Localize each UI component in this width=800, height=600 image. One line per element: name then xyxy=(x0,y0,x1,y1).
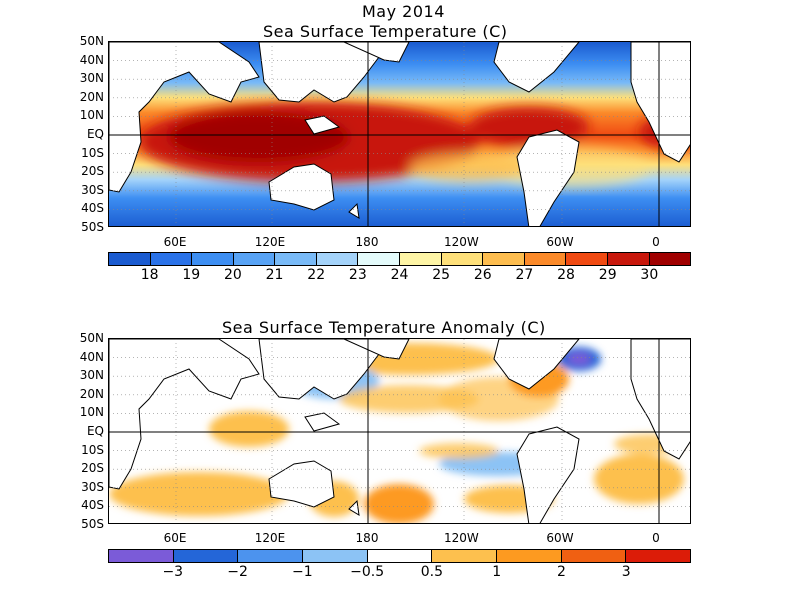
colorbar-label: 22 xyxy=(307,267,326,283)
colorbar-segment xyxy=(109,550,174,562)
colorbar-segment xyxy=(358,253,401,265)
lon-label: 120W xyxy=(444,235,479,249)
lat-label: 40S xyxy=(81,201,104,216)
colorbar-label: 20 xyxy=(224,267,242,283)
anomaly-colorbar xyxy=(108,549,691,563)
colorbar-segment xyxy=(400,253,442,265)
lat-label: EQ xyxy=(86,127,104,141)
colorbar-label: −2 xyxy=(227,564,248,580)
colorbar-segment xyxy=(497,550,562,562)
lon-label: 180 xyxy=(355,531,379,545)
colorbar-label: 18 xyxy=(140,267,159,283)
colorbar-label: −0.5 xyxy=(350,564,385,580)
lon-label: 0 xyxy=(652,531,660,545)
colorbar-label: 3 xyxy=(621,564,631,580)
lat-label: 50N xyxy=(79,34,104,48)
lat-label: EQ xyxy=(86,424,104,438)
colorbar-label: 23 xyxy=(348,267,367,283)
lat-label: 20N xyxy=(79,386,104,401)
colorbar-label: 27 xyxy=(515,267,534,283)
sst-panel-title: Sea Surface Temperature (C) xyxy=(263,22,508,41)
sst-map xyxy=(108,41,691,227)
lat-label: 30N xyxy=(79,368,104,383)
colorbar-label: 21 xyxy=(265,267,284,283)
colorbar-segment xyxy=(367,550,433,562)
colorbar-label: 1 xyxy=(492,564,502,580)
colorbar-label: 30 xyxy=(640,267,659,283)
sst-colorbar xyxy=(108,252,691,266)
anomaly-panel-title: Sea Surface Temperature Anomaly (C) xyxy=(222,318,546,337)
lat-label: 20N xyxy=(79,89,104,104)
sst-land xyxy=(109,42,690,226)
colorbar-segment xyxy=(441,253,484,265)
colorbar-segment xyxy=(566,253,608,265)
lat-label: 50S xyxy=(81,517,104,531)
colorbar-segment xyxy=(649,253,691,265)
lat-label: 40N xyxy=(79,52,104,67)
lon-label: 120W xyxy=(444,531,479,545)
colorbar-segment xyxy=(483,253,525,265)
lon-label: 0 xyxy=(652,235,660,249)
lon-label: 180 xyxy=(355,235,379,249)
colorbar-segment xyxy=(192,253,234,265)
lon-label: 120E xyxy=(254,235,286,249)
lat-label: 50S xyxy=(81,220,104,234)
colorbar-label: 19 xyxy=(182,267,201,283)
colorbar-label: 29 xyxy=(598,267,617,283)
lon-label: 60E xyxy=(163,235,187,249)
colorbar-segment xyxy=(561,550,627,562)
colorbar-segment xyxy=(303,550,368,562)
lat-label: 10S xyxy=(81,442,104,457)
colorbar-label: 28 xyxy=(557,267,575,283)
lat-label: 50N xyxy=(79,331,104,345)
lon-label: 60W xyxy=(546,235,574,249)
colorbar-label: −3 xyxy=(162,564,184,580)
anomaly-map xyxy=(108,338,691,524)
colorbar-segment xyxy=(233,253,276,265)
lat-label: 20S xyxy=(81,164,104,179)
lat-label: 40N xyxy=(79,349,104,364)
colorbar-segment xyxy=(316,253,359,265)
lat-label: 10N xyxy=(79,108,104,123)
lat-label: 10N xyxy=(79,405,104,420)
colorbar-segment xyxy=(109,253,151,265)
figure-month-title: May 2014 xyxy=(362,2,445,21)
sst-map-svg xyxy=(109,42,690,226)
lat-label: 30S xyxy=(81,479,104,494)
colorbar-segment xyxy=(238,550,304,562)
lat-label: 10S xyxy=(81,145,104,160)
colorbar-segment xyxy=(524,253,567,265)
lat-label: 40S xyxy=(81,498,104,513)
colorbar-segment xyxy=(607,253,650,265)
colorbar-label: −1 xyxy=(292,564,313,580)
colorbar-label: 25 xyxy=(432,267,451,283)
colorbar-segment xyxy=(432,550,498,562)
colorbar-label: 24 xyxy=(390,267,409,283)
lat-label: 30N xyxy=(79,71,104,86)
colorbar-segment xyxy=(626,550,691,562)
anomaly-map-svg xyxy=(109,339,690,523)
colorbar-label: 26 xyxy=(473,267,492,283)
colorbar-segment xyxy=(150,253,193,265)
colorbar-segment xyxy=(275,253,317,265)
lon-label: 60W xyxy=(546,531,574,545)
lat-label: 30S xyxy=(81,182,104,197)
lon-label: 120E xyxy=(254,531,286,545)
colorbar-label: 0.5 xyxy=(420,564,444,580)
lat-label: 20S xyxy=(81,461,104,476)
lon-label: 60E xyxy=(163,531,187,545)
colorbar-label: 2 xyxy=(556,564,566,580)
colorbar-segment xyxy=(173,550,239,562)
